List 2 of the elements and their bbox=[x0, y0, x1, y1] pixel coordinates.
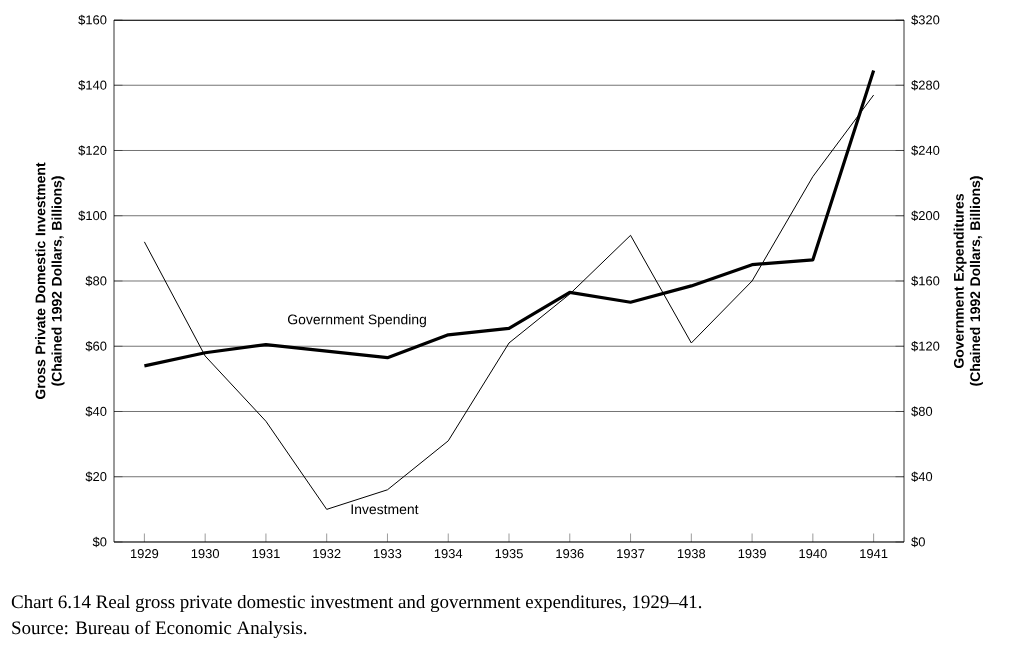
text: Chart 6.14 Real gross private domestic investment and government expenditures, 1929–41. bbox=[11, 594, 702, 613]
source-note: Source: Bureau of Economic Analysis. bbox=[12, 620, 307, 639]
